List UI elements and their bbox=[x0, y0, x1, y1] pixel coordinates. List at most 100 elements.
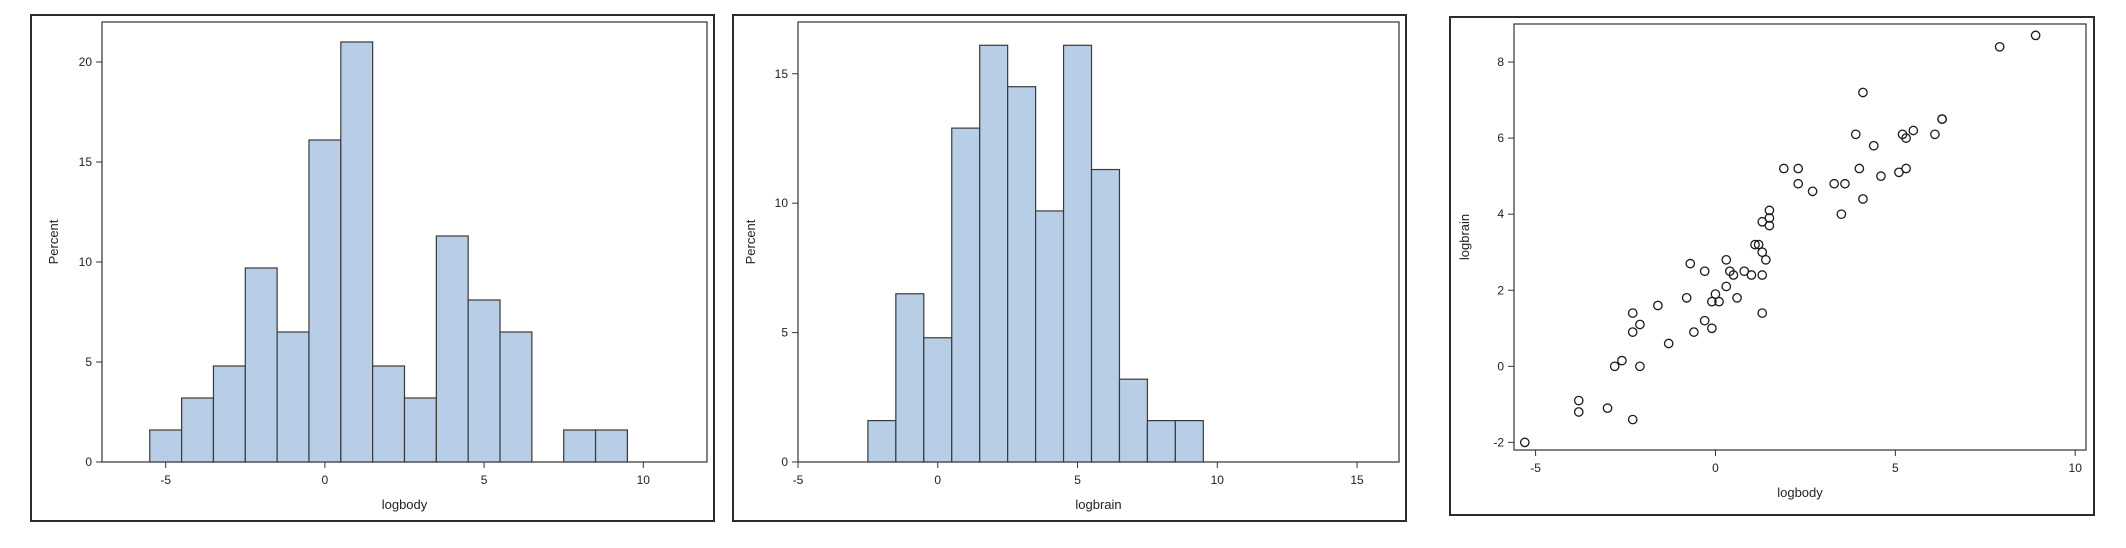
x-tick-label: -5 bbox=[1530, 461, 1541, 475]
scatter-point bbox=[1685, 258, 1696, 269]
x-tick-label: -5 bbox=[793, 473, 804, 487]
scatter-point bbox=[1793, 178, 1804, 189]
scatter-point bbox=[1573, 395, 1584, 406]
scatter-point bbox=[1627, 414, 1638, 425]
x-tick-label: 10 bbox=[2069, 461, 2083, 475]
y-tick-label: 8 bbox=[1497, 55, 1504, 69]
histogram-bar bbox=[467, 299, 501, 463]
scatter-point bbox=[1807, 186, 1818, 197]
scatter-point bbox=[1994, 41, 2005, 52]
scatter-point bbox=[1573, 407, 1584, 417]
histogram-bar bbox=[212, 365, 246, 463]
y-tick-label: -2 bbox=[1493, 435, 1504, 449]
y-axis-label: logbrain bbox=[1457, 214, 1472, 260]
logbrain-vs-logbody-scatter: -5 0 5 10 -2 0 2 4 6 8 logbody logbrain bbox=[1457, 23, 2087, 500]
scatter-point bbox=[1627, 308, 1638, 318]
scatter-point bbox=[1609, 361, 1620, 372]
scatter-point bbox=[1728, 270, 1739, 280]
scatter-point bbox=[1617, 355, 1627, 366]
scatter-point bbox=[1732, 293, 1742, 303]
x-tick-label: 10 bbox=[637, 473, 651, 487]
scatter-point bbox=[1793, 163, 1804, 174]
x-tick-label: -5 bbox=[160, 473, 171, 487]
scatter-point bbox=[1840, 178, 1850, 189]
x-tick-label: 5 bbox=[1892, 461, 1899, 475]
scatter-point bbox=[1721, 254, 1732, 265]
y-axis-label: Percent bbox=[46, 219, 61, 264]
scatter-point bbox=[1854, 163, 1865, 174]
scatter-point bbox=[1627, 327, 1638, 337]
histogram-bar bbox=[979, 44, 1009, 463]
scatter-point bbox=[1836, 209, 1847, 220]
x-tick-label: 10 bbox=[1211, 473, 1225, 487]
scatter-point bbox=[1858, 194, 1868, 204]
scatter-point bbox=[1707, 323, 1717, 334]
histogram-bar bbox=[340, 41, 374, 463]
scatter-point bbox=[1681, 293, 1692, 303]
histogram-bar bbox=[435, 235, 469, 463]
x-axis-label: logbody bbox=[1777, 485, 1823, 500]
y-tick-label: 20 bbox=[79, 55, 93, 69]
scatter-point bbox=[1750, 239, 1760, 250]
scatter-point bbox=[1635, 319, 1645, 330]
scatter-point bbox=[1746, 270, 1757, 280]
histogram-bar bbox=[1118, 378, 1149, 463]
histogram-bar bbox=[1062, 44, 1093, 463]
histogram-bar bbox=[1146, 419, 1176, 463]
scatter-point bbox=[1699, 315, 1710, 326]
scatter-point bbox=[1764, 205, 1775, 216]
x-tick-label: 15 bbox=[1350, 473, 1364, 487]
x-tick-label: 0 bbox=[934, 473, 941, 487]
y-axis-label: Percent bbox=[743, 219, 758, 264]
x-tick-label: 0 bbox=[322, 473, 329, 487]
histogram-bar bbox=[499, 331, 533, 463]
scatter-point bbox=[1689, 327, 1699, 337]
histogram-bar bbox=[276, 331, 310, 463]
scatter-point bbox=[1663, 338, 1674, 349]
scatter-point bbox=[1868, 140, 1879, 151]
histogram-bar bbox=[1035, 210, 1065, 463]
scatter-point bbox=[1653, 300, 1663, 311]
scatter-point bbox=[1937, 114, 1947, 124]
scatter-point bbox=[1753, 239, 1764, 250]
y-tick-label: 4 bbox=[1497, 207, 1504, 221]
logbrain-histogram: -5 0 5 10 15 0 5 10 15 logbrain Percent bbox=[743, 21, 1400, 512]
histogram-bar bbox=[951, 127, 981, 463]
x-axis-label: logbrain bbox=[1075, 497, 1121, 512]
scatter-point bbox=[1858, 87, 1868, 98]
scatter-point bbox=[1876, 171, 1886, 181]
histogram-bar bbox=[594, 429, 628, 463]
histogram-bar bbox=[1174, 419, 1204, 463]
scatter-point bbox=[1850, 129, 1861, 140]
histogram-bar bbox=[895, 293, 925, 463]
histogram-bar bbox=[1007, 86, 1037, 463]
scatter-point bbox=[1829, 178, 1840, 189]
plot-area bbox=[1513, 23, 2087, 451]
y-tick-label: 0 bbox=[85, 455, 92, 469]
scatter-point bbox=[1757, 270, 1768, 280]
scatter-panel: -5 0 5 10 -2 0 2 4 6 8 logbody logbrain bbox=[1449, 16, 2095, 516]
scatter-point bbox=[1635, 361, 1645, 372]
logbody-histogram-panel: -5 0 5 10 0 5 10 15 20 logbody Percent bbox=[30, 14, 715, 522]
histogram-bar bbox=[149, 429, 183, 463]
scatter-point bbox=[1519, 437, 1530, 448]
histogram-bar bbox=[867, 419, 897, 463]
histogram-bar bbox=[1090, 168, 1121, 463]
scatter-point bbox=[1764, 213, 1775, 223]
histogram-bar bbox=[923, 337, 953, 463]
scatter-point bbox=[1707, 296, 1717, 307]
scatter-point bbox=[1760, 254, 1771, 265]
y-tick-label: 15 bbox=[775, 67, 789, 81]
histogram-bar bbox=[563, 429, 597, 463]
x-tick-label: 0 bbox=[1712, 461, 1719, 475]
x-axis-label: logbody bbox=[382, 497, 428, 512]
y-tick-label: 5 bbox=[781, 326, 788, 340]
scatter-point bbox=[1757, 308, 1768, 318]
histogram-bar bbox=[308, 139, 342, 463]
scatter-point bbox=[1908, 125, 1919, 136]
y-tick-label: 6 bbox=[1497, 131, 1504, 145]
scatter-point bbox=[1602, 403, 1613, 414]
scatter-point bbox=[1757, 247, 1768, 258]
histogram-bar bbox=[181, 397, 215, 463]
scatter-point bbox=[1714, 296, 1724, 307]
